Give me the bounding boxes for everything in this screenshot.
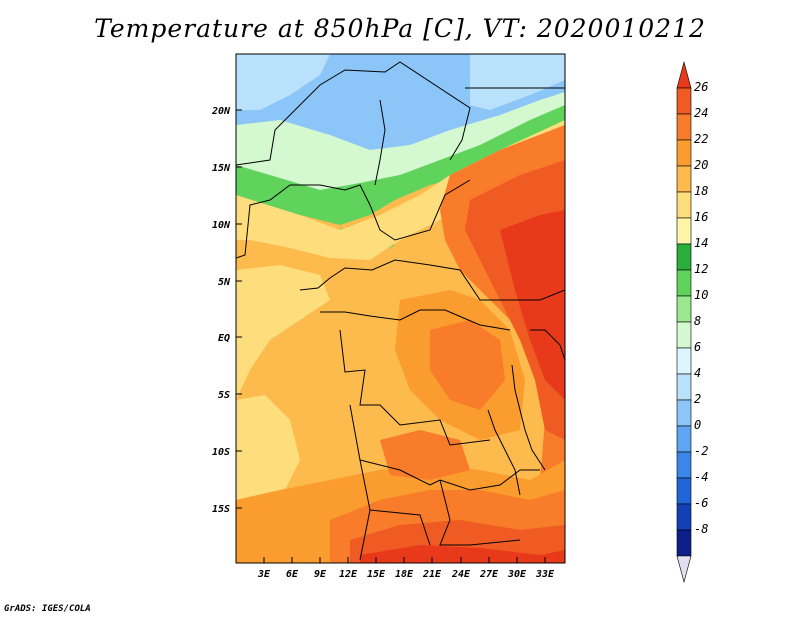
colorbar-label: 14: [694, 236, 708, 250]
colorbar-swatch: [676, 295, 692, 323]
colorbar-label: 4: [694, 366, 701, 380]
lon-label: 30E: [507, 569, 527, 580]
temperature-field: [236, 54, 565, 563]
lon-label: 27E: [479, 569, 499, 580]
lon-label: 21E: [422, 569, 442, 580]
colorbar-swatch: [676, 555, 692, 584]
colorbar-labels: 26 24 22 20 18 16 14 12 10 8 6 4 2 0 -2 …: [694, 80, 708, 536]
country-borders: [236, 61, 565, 561]
lon-label: 18E: [395, 569, 414, 580]
colorbar-swatch: [676, 529, 692, 557]
colorbar-swatch: [676, 217, 692, 245]
colorbar-label: -4: [694, 470, 708, 484]
map-frame: [235, 53, 566, 564]
colorbar-swatch: [676, 451, 692, 479]
colorbar-label: 22: [694, 132, 708, 146]
lon-label: 6E: [286, 569, 299, 580]
colorbar-label: -2: [694, 444, 708, 458]
lon-label: 33E: [535, 569, 555, 580]
lon-label: 24E: [451, 569, 471, 580]
colorbar-swatch: [676, 477, 692, 505]
lon-label: 9E: [314, 569, 327, 580]
lat-label: 5S: [218, 390, 230, 401]
colorbar-label: -8: [694, 522, 708, 536]
colorbar-swatch: [676, 243, 692, 271]
colorbar-swatch: [676, 165, 692, 193]
colorbar-swatch: [676, 347, 692, 375]
colorbar-swatch: [676, 113, 692, 141]
colorbar-label: 20: [694, 158, 708, 172]
lat-label: 15S: [212, 504, 230, 515]
lon-label: 12E: [339, 569, 358, 580]
lon-label: 3E: [257, 569, 271, 580]
lat-label: 20N: [211, 106, 231, 117]
colorbar-swatch: [676, 87, 692, 115]
colorbar-swatch: [676, 191, 692, 219]
map-title: Temperature at 850hPa [C], VT: 202001021…: [94, 14, 706, 43]
lat-label: 5N: [218, 277, 231, 288]
colorbar-label: 26: [694, 80, 708, 94]
grads-credit: GrADS: IGES/COLA: [4, 604, 91, 614]
colorbar-label: 24: [694, 106, 708, 120]
lat-label: 15N: [212, 163, 231, 174]
lon-label: 15E: [367, 569, 386, 580]
colorbar: [676, 60, 692, 584]
colorbar-swatch: [676, 373, 692, 401]
lon-labels: 3E 6E 9E 12E 15E 18E 21E 24E 27E 30E 33E: [257, 569, 555, 580]
colorbar-label: 10: [694, 288, 708, 302]
lat-label: 10S: [212, 447, 230, 458]
lat-label: EQ: [218, 333, 230, 344]
colorbar-label: 0: [694, 418, 701, 432]
lat-labels: 20N 15N 10N 5N EQ 5S 10S 15S: [211, 106, 231, 515]
colorbar-swatch: [676, 399, 692, 427]
colorbar-label: -6: [694, 496, 708, 510]
colorbar-label: 16: [694, 210, 708, 224]
colorbar-label: 18: [694, 184, 708, 198]
colorbar-swatch: [676, 425, 692, 453]
colorbar-swatch: [676, 321, 692, 349]
colorbar-swatch: [676, 503, 692, 531]
lat-label: 10N: [212, 220, 231, 231]
lat-ticks: [236, 109, 242, 509]
colorbar-swatch: [676, 269, 692, 297]
colorbar-swatch: [676, 60, 692, 89]
colorbar-label: 2: [694, 392, 701, 406]
colorbar-swatch: [676, 139, 692, 167]
colorbar-label: 8: [694, 314, 701, 328]
colorbar-label: 6: [694, 340, 701, 354]
lon-ticks: [263, 557, 546, 563]
colorbar-label: 12: [694, 262, 708, 276]
